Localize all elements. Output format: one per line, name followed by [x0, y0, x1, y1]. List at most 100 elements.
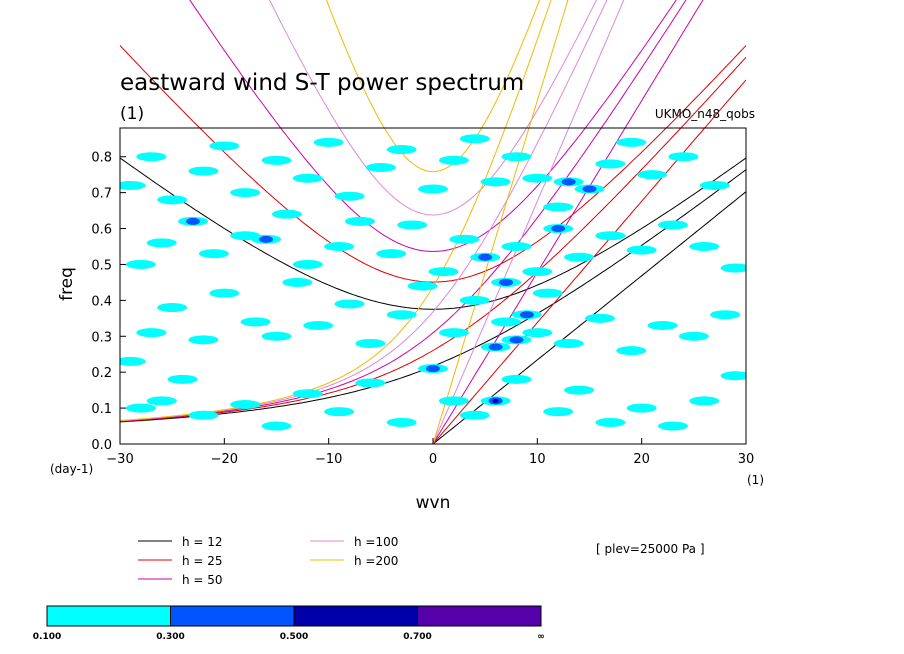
dispersion-curve-12-eig — [120, 157, 746, 310]
contour-patch-mid — [259, 235, 274, 243]
y-tick-label: 0.2 — [91, 366, 112, 381]
contour-patch — [167, 374, 198, 384]
colorbar-label: 0.300 — [156, 632, 184, 642]
kelvin-curve-200 — [432, 0, 569, 444]
contour-patch — [355, 338, 386, 348]
title-unit: (1) — [120, 104, 144, 124]
contour-patch — [292, 173, 323, 183]
contour-patch — [386, 145, 417, 155]
y-axis-ticks: 0.0 0.1 0.2 0.3 0.4 0.5 0.6 0.7 0.8 — [91, 151, 126, 453]
contour-patch — [564, 252, 595, 262]
contour-patch-mid — [509, 336, 524, 344]
contour-patch — [261, 421, 292, 431]
contour-patch — [710, 310, 741, 320]
y-tick-label: 0.0 — [91, 438, 112, 453]
contour-patch — [334, 299, 365, 309]
contour-patch — [157, 195, 188, 205]
contour-patch — [647, 321, 678, 330]
contour-patch — [230, 400, 261, 409]
contour-patch-high — [492, 398, 499, 403]
contour-patch — [584, 313, 615, 323]
dispersion-curve-25-mrg — [120, 56, 746, 422]
contour-patch — [459, 134, 490, 144]
contour-patch — [188, 166, 219, 176]
dispersion-curve-25-eig — [120, 45, 746, 283]
dispersion-curve-100-mrg — [120, 0, 608, 422]
contour-patch — [532, 288, 563, 298]
contour-patch — [428, 267, 459, 277]
x-axis-unit: (1) — [747, 473, 764, 487]
contour-patch-mid — [582, 185, 597, 193]
contour-patch — [146, 396, 177, 406]
chart-title: eastward wind S-T power spectrum — [120, 70, 524, 96]
contour-patch — [689, 396, 720, 406]
contour-patch — [324, 242, 355, 251]
contour-patch — [668, 152, 699, 162]
contour-patch — [209, 141, 240, 151]
contour-patch — [522, 173, 553, 183]
contour-patch — [355, 378, 386, 388]
contour-patch — [678, 331, 709, 341]
contour-patch — [261, 331, 292, 341]
y-tick-label: 0.5 — [91, 258, 112, 273]
legend-label: h =100 — [354, 535, 398, 549]
contour-patch — [438, 396, 469, 406]
contour-patch — [271, 209, 302, 219]
contour-patch — [386, 417, 417, 427]
x-axis-ticks: −30 −20 −10 0 10 20 30 — [106, 438, 754, 467]
shaded-contours — [120, 134, 746, 431]
dispersion-curve-200-eig — [325, 0, 541, 173]
x-tick-label: −20 — [211, 452, 238, 467]
contour-patch — [230, 188, 261, 198]
contour-patch — [543, 202, 574, 212]
contour-patch — [188, 410, 219, 420]
contour-patch — [125, 259, 156, 269]
contour-patch-mid — [488, 343, 503, 351]
y-tick-label: 0.3 — [91, 330, 112, 345]
colorbar-segment — [293, 605, 418, 627]
contour-patch — [459, 410, 490, 420]
contour-patch — [125, 403, 156, 413]
contour-patch — [543, 407, 574, 417]
level-annotation: [ plev=25000 Pa ] — [596, 542, 705, 556]
contour-patch — [292, 259, 323, 269]
legend-label: h = 25 — [182, 554, 223, 568]
dataset-label: UKMO_n48_qobs — [655, 107, 755, 121]
y-axis-unit: (day-1) — [50, 462, 93, 476]
contour-patch — [344, 216, 375, 226]
contour-patch — [407, 281, 438, 291]
contour-patch — [459, 295, 490, 305]
contour-patch — [689, 242, 720, 251]
contour-patch — [657, 220, 688, 230]
contour-patch — [324, 407, 355, 417]
colorbar-label: 0.500 — [280, 632, 308, 642]
contour-patch — [198, 249, 229, 259]
contour-patch — [637, 170, 668, 180]
contour-patch — [386, 310, 417, 320]
colorbar-label: 0.700 — [403, 632, 431, 642]
contour-patch — [553, 338, 584, 348]
kelvin-curve-100 — [432, 0, 625, 444]
contour-patch — [365, 163, 396, 172]
contour-patch — [261, 155, 292, 165]
dispersion-curve-200-mrg — [120, 0, 552, 421]
contour-patch — [501, 152, 532, 162]
curve-legend: h = 12 h = 25 h = 50 h =100 h =200 — [138, 535, 398, 587]
contour-patch — [313, 137, 344, 147]
x-tick-label: 20 — [633, 452, 650, 467]
contour-patch-mid — [499, 278, 514, 286]
contour-patch-mid — [478, 253, 493, 261]
contour-patch — [120, 180, 146, 190]
contour-patch — [120, 356, 146, 366]
contour-patch — [136, 152, 167, 162]
contour-patch — [418, 184, 448, 194]
contour-patch — [564, 385, 595, 395]
contour-patch-mid — [551, 225, 566, 233]
dispersion-curve-100-eig — [268, 0, 598, 216]
legend-label: h = 50 — [182, 573, 223, 587]
contour-patch — [699, 180, 730, 190]
contour-patch — [595, 231, 626, 241]
contour-patch — [240, 317, 271, 327]
y-axis-label: freq — [57, 267, 77, 301]
y-tick-label: 0.6 — [91, 223, 112, 238]
